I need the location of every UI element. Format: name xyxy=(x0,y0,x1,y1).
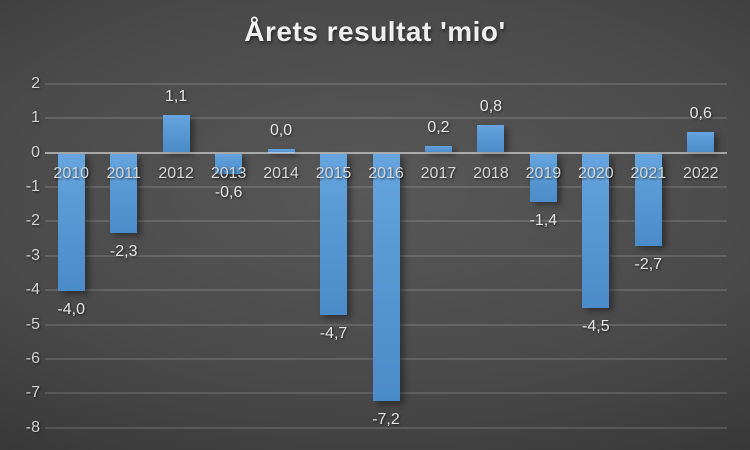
y-axis-label-1: 1 xyxy=(31,109,40,127)
bar-2022[interactable] xyxy=(687,131,715,153)
category-label-2014: 2014 xyxy=(263,165,299,182)
x-axis-line xyxy=(45,151,727,154)
value-label-2022: 0,6 xyxy=(689,104,712,122)
bar-2012[interactable] xyxy=(162,114,190,153)
y-axis-label--8: -8 xyxy=(25,418,40,436)
y-axis-label--3: -3 xyxy=(25,246,40,264)
chart-title: Årets resultat 'mio' xyxy=(244,16,506,47)
bar-2013[interactable] xyxy=(215,153,243,175)
bar-2014[interactable] xyxy=(267,149,295,153)
category-label-2010: 2010 xyxy=(53,165,90,182)
category-label-2011: 2011 xyxy=(106,165,141,182)
category-label-2016: 2016 xyxy=(368,165,404,182)
bar-2021[interactable] xyxy=(634,153,662,247)
y-axis-label--2: -2 xyxy=(25,212,40,230)
category-label-2017: 2017 xyxy=(420,165,457,182)
y-axis-label--1: -1 xyxy=(25,177,40,195)
bar-2018[interactable] xyxy=(477,124,505,153)
value-label-2010: -4,0 xyxy=(57,301,85,319)
value-label-2013: -0,6 xyxy=(214,184,243,202)
value-label-2012: 1,1 xyxy=(165,87,188,105)
bar-2017[interactable] xyxy=(424,145,452,153)
value-label-2015: -4,7 xyxy=(319,325,348,343)
y-axis-label--5: -5 xyxy=(25,315,40,333)
bar-2019[interactable] xyxy=(529,153,557,202)
y-gridline--8 xyxy=(45,426,727,429)
category-label-2018: 2018 xyxy=(473,165,509,182)
y-gridline-2 xyxy=(45,82,727,85)
bar-2010[interactable] xyxy=(57,153,85,292)
category-label-2022: 2022 xyxy=(682,165,719,182)
category-label-2012: 2012 xyxy=(158,165,194,182)
y-axis-label--4: -4 xyxy=(25,281,40,299)
category-label-2019: 2019 xyxy=(525,165,562,182)
value-label-2011: -2,3 xyxy=(109,242,138,260)
bar-2015[interactable] xyxy=(320,153,348,316)
bar-2016[interactable] xyxy=(372,153,400,402)
y-axis-label--6: -6 xyxy=(25,349,40,367)
y-gridline-1 xyxy=(45,117,727,120)
y-axis-label-0: 0 xyxy=(31,143,40,161)
bar-2011[interactable] xyxy=(110,153,138,233)
value-label-2019: -1,4 xyxy=(529,211,558,229)
value-label-2020: -4,5 xyxy=(582,318,610,336)
value-label-2018: 0,8 xyxy=(479,97,503,115)
value-label-2021: -2,7 xyxy=(634,256,663,274)
category-label-2015: 2015 xyxy=(315,165,352,182)
value-label-2014: 0,0 xyxy=(269,122,293,139)
category-label-2021: 2021 xyxy=(630,165,667,182)
value-label-2017: 0,2 xyxy=(427,118,450,136)
category-label-2020: 2020 xyxy=(578,165,614,182)
y-axis-label--7: -7 xyxy=(25,384,40,402)
y-axis-label-2: 2 xyxy=(31,74,40,92)
category-label-2013: 2013 xyxy=(210,165,247,182)
value-label-2016: -7,2 xyxy=(372,411,400,429)
bar-2020[interactable] xyxy=(582,153,610,309)
